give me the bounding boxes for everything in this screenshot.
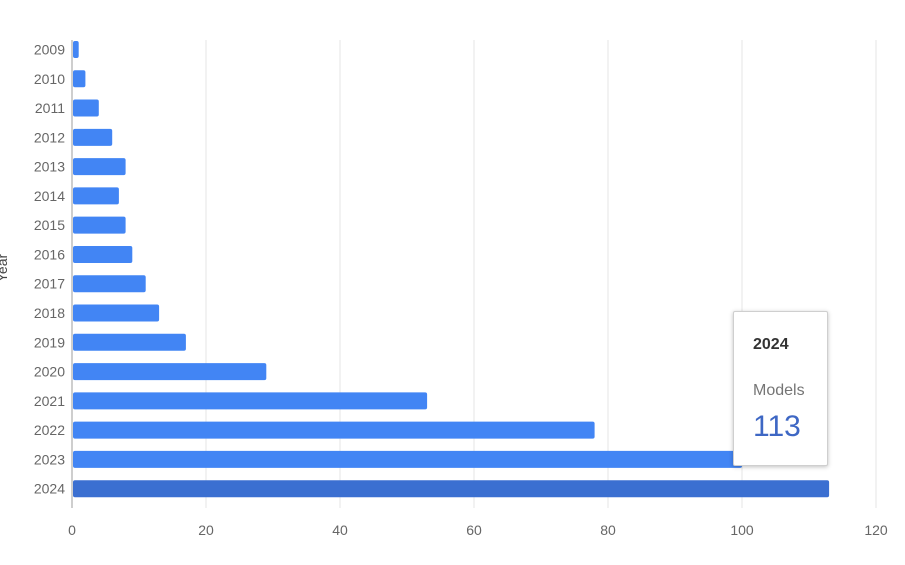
y-tick-label: 2024 (34, 481, 65, 497)
bar-2013[interactable] (73, 158, 126, 176)
bars (73, 41, 830, 498)
y-tick-label: 2011 (35, 100, 65, 116)
y-tick-label: 2019 (34, 334, 65, 350)
bar-2018[interactable] (73, 304, 160, 322)
y-tick-label: 2022 (34, 422, 65, 438)
y-tick-label: 2021 (34, 393, 65, 409)
y-tick-label: 2023 (34, 451, 65, 467)
x-tick-label: 120 (864, 522, 888, 538)
y-tick-label: 2017 (34, 276, 65, 292)
y-tick-label: 2013 (34, 159, 65, 175)
x-tick-label: 60 (466, 522, 482, 538)
bar-2019[interactable] (73, 333, 186, 351)
y-tick-label: 2012 (34, 129, 65, 145)
bar-2010[interactable] (73, 70, 86, 88)
tooltip-label: Models (753, 382, 805, 399)
x-tick-label: 20 (198, 522, 214, 538)
bar-2012[interactable] (73, 128, 113, 146)
bar-2016[interactable] (73, 245, 133, 263)
bar-2009[interactable] (73, 41, 79, 58)
y-tick-label: 2016 (34, 246, 65, 262)
y-tick-labels: 2009 2010 2011 2012 2013 2014 2015 2016 2017 2018… (34, 42, 65, 497)
x-tick-label: 40 (332, 522, 348, 538)
tooltip-value: 113 (753, 410, 801, 443)
y-tick-label: 2020 (34, 364, 65, 380)
bar-2020[interactable] (73, 363, 267, 381)
bar-2014[interactable] (73, 187, 119, 205)
bar-2021[interactable] (73, 392, 428, 410)
x-tick-label: 80 (600, 522, 616, 538)
y-tick-label: 2010 (34, 71, 65, 87)
bar-2015[interactable] (73, 216, 126, 234)
y-tick-label: 2009 (34, 42, 65, 58)
tooltip: 2024 Models 113 (733, 311, 828, 466)
bar-2017[interactable] (73, 275, 146, 293)
y-tick-label: 2015 (34, 217, 65, 233)
bar-2024[interactable] (73, 480, 830, 498)
x-tick-label: 0 (68, 522, 76, 538)
gridlines (71, 40, 877, 508)
x-tick-labels: 0 20 40 60 80 100 120 (68, 522, 888, 538)
bar-2011[interactable] (73, 99, 99, 117)
bar-2022[interactable] (73, 421, 595, 439)
y-tick-label: 2014 (34, 188, 65, 204)
y-tick-label: 2018 (34, 305, 65, 321)
y-axis-title: Year (0, 254, 10, 283)
x-tick-label: 100 (730, 522, 754, 538)
bar-2023[interactable] (73, 450, 742, 468)
tooltip-year: 2024 (753, 336, 789, 353)
